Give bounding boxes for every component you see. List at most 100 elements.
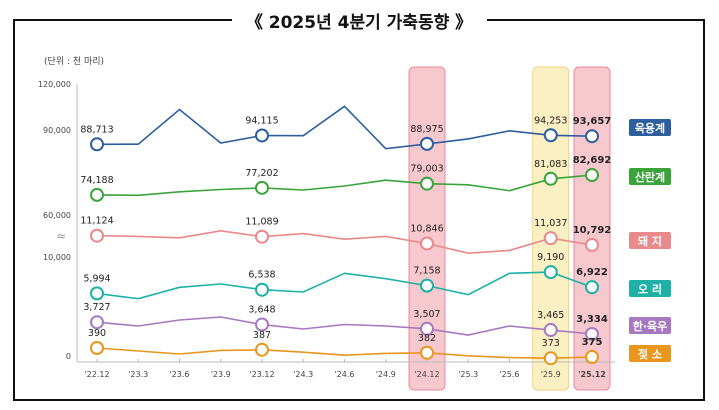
animal-icon — [585, 129, 599, 144]
animal-icon — [543, 351, 558, 366]
y-tick-label: 120,000 — [38, 80, 71, 89]
data-label: 81,083 — [534, 159, 567, 170]
data-label: 390 — [88, 328, 106, 339]
data-label: 373 — [542, 338, 560, 349]
animal-icon — [420, 278, 434, 293]
x-tick-label: '25.9 — [541, 370, 561, 379]
x-tick-label: '25.3 — [458, 370, 478, 379]
legend-swatch — [629, 168, 671, 185]
data-label: 3,727 — [83, 302, 110, 313]
x-tick-label: '24.6 — [334, 370, 354, 379]
animal-icon — [255, 282, 269, 297]
data-label: 3,648 — [248, 305, 275, 316]
series-line — [96, 174, 593, 197]
legend-swatch — [629, 119, 671, 136]
x-tick-label: '23.12 — [249, 370, 274, 379]
data-label: 7,158 — [413, 266, 440, 277]
data-label: 6,922 — [576, 267, 608, 278]
data-label: 382 — [418, 333, 436, 344]
animal-icon — [585, 350, 599, 364]
animal-icon — [585, 238, 599, 253]
animal-icon — [543, 323, 558, 338]
animal-icon — [90, 187, 104, 202]
legend-swatch — [629, 280, 671, 297]
data-label: 94,115 — [245, 115, 278, 126]
animal-icon — [255, 317, 269, 332]
animal-icon — [90, 228, 104, 243]
animal-icon — [543, 128, 558, 143]
data-label: 375 — [582, 337, 603, 348]
animal-icon — [90, 341, 104, 355]
animal-icon — [90, 137, 104, 152]
data-label: 93,657 — [573, 116, 612, 127]
animal-icon — [585, 280, 599, 295]
data-label: 10,846 — [410, 224, 443, 235]
data-label: 79,003 — [410, 164, 443, 175]
animal-icon — [255, 342, 269, 357]
legend-swatch — [629, 232, 671, 249]
x-tick-label: '25.6 — [499, 370, 519, 379]
data-label: 11,037 — [534, 218, 567, 229]
animal-icon — [420, 345, 434, 360]
highlight-column — [408, 66, 446, 391]
data-label: 11,124 — [80, 216, 113, 227]
animal-icon — [255, 229, 269, 244]
animal-icon — [420, 321, 434, 336]
highlight-column — [573, 66, 611, 391]
data-label: 387 — [253, 330, 271, 341]
series-line — [96, 271, 593, 300]
animal-icon — [255, 128, 269, 143]
data-label: 94,253 — [534, 115, 567, 126]
title-bg — [232, 8, 487, 34]
y-tick-label: 90,000 — [43, 126, 71, 135]
x-tick-label: '24.3 — [293, 370, 313, 379]
x-tick-label: '25.12 — [578, 370, 606, 379]
data-label: 9,190 — [537, 252, 564, 263]
legend-label: 산란계 — [635, 170, 665, 184]
animal-icon — [585, 168, 599, 183]
series-line — [96, 105, 593, 150]
legend-label: 젖 소 — [638, 347, 662, 361]
data-label: 5,994 — [83, 273, 110, 284]
legend-label: 육용계 — [635, 121, 665, 135]
y-tick-label: 0 — [66, 352, 71, 361]
series-line — [96, 347, 593, 360]
x-tick-label: '22.12 — [84, 370, 109, 379]
legend-label: 한·육우 — [633, 319, 668, 333]
data-label: 88,975 — [410, 124, 443, 135]
y-tick-label: 60,000 — [43, 211, 71, 220]
data-label: 3,334 — [576, 314, 608, 325]
data-label: 74,188 — [80, 175, 113, 186]
unit-label: (단위 : 천 마리) — [44, 56, 104, 67]
data-label: 3,507 — [413, 309, 440, 320]
data-label: 10,792 — [573, 225, 612, 236]
x-tick-label: '24.9 — [376, 370, 396, 379]
animal-icon — [90, 315, 104, 330]
data-label: 82,692 — [573, 155, 612, 166]
legend-swatch — [629, 345, 671, 362]
legend-label: 돼 지 — [638, 234, 662, 248]
animal-icon — [420, 176, 434, 191]
series-line — [96, 229, 593, 255]
animal-icon — [420, 236, 434, 251]
data-label: 11,089 — [245, 217, 278, 228]
animal-icon — [543, 265, 558, 280]
data-label: 3,465 — [537, 310, 564, 321]
animal-icon — [420, 136, 434, 151]
chart-title: 《 2025년 4분기 가축동향 》 — [246, 12, 472, 33]
data-label: 77,202 — [245, 168, 278, 179]
x-tick-label: '24.12 — [414, 370, 439, 379]
x-tick-label: '23.9 — [211, 370, 231, 379]
animal-icon — [585, 326, 599, 341]
animal-icon — [543, 171, 558, 186]
data-label: 6,538 — [248, 270, 275, 281]
series-line — [96, 316, 593, 336]
highlight-column — [532, 66, 570, 391]
animal-icon — [543, 231, 558, 246]
animal-icon — [255, 180, 269, 195]
legend-label: 오 리 — [638, 282, 662, 296]
animal-icon — [90, 286, 104, 301]
data-label: 88,713 — [80, 124, 113, 135]
